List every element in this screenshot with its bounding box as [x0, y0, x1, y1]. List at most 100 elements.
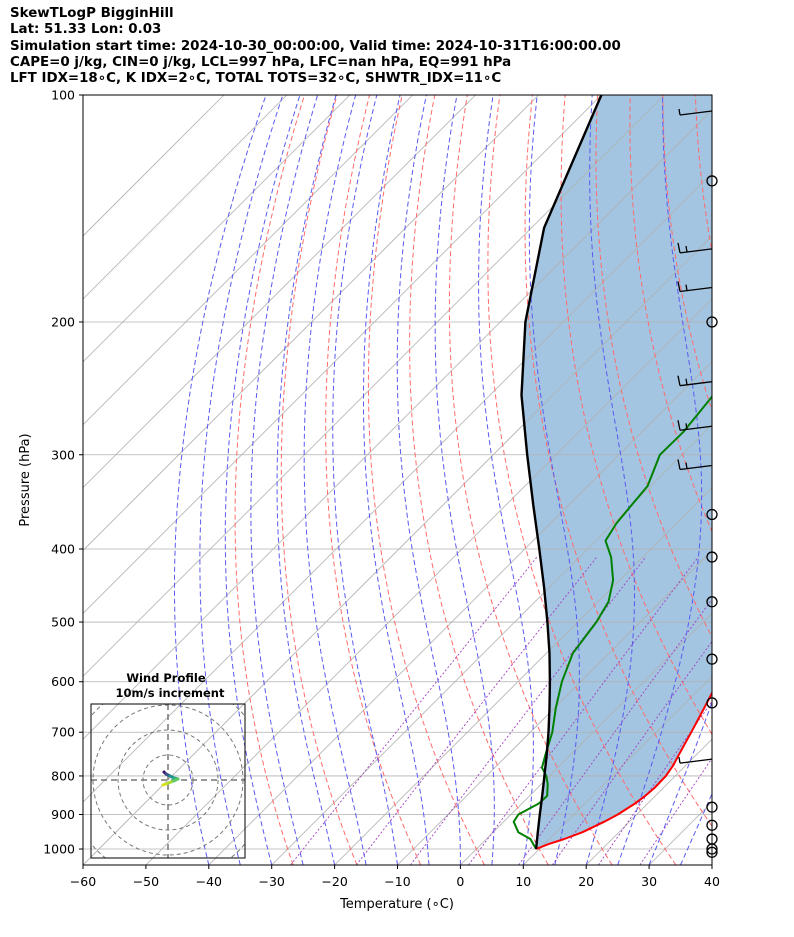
- profile-lines: [512, 95, 712, 850]
- dry-adiabat: [409, 95, 549, 865]
- dry-adiabat: [560, 95, 712, 736]
- plot-content: [83, 95, 794, 865]
- isotherm-line: [83, 109, 712, 740]
- isotherm-line: [775, 95, 794, 865]
- dry-adiabat: [524, 95, 712, 828]
- chart-header: SkewTLogP BigginHill Lat: 51.33 Lon: 0.0…: [10, 6, 621, 87]
- moist-adiabat: [617, 95, 703, 865]
- x-tick-label: 30: [641, 874, 657, 889]
- calm-wind-marker: [706, 551, 718, 563]
- moist-adiabat: [478, 95, 534, 865]
- isotherm-line: [83, 95, 476, 489]
- moist-adiabat: [585, 95, 635, 865]
- wind-barb: [677, 281, 713, 293]
- isotherm-line: [83, 95, 602, 614]
- x-tick-label: 0: [456, 874, 464, 889]
- y-tick-label: 800: [51, 768, 75, 783]
- isotherm-line: [334, 487, 712, 865]
- x-tick-label: −40: [196, 874, 222, 889]
- wind-profile-plot: [91, 704, 245, 858]
- dry-adiabat: [325, 95, 422, 865]
- wind-barb: [677, 375, 713, 387]
- axes: −60 −50 −40 −30 −20 −10 0 10 20 30 40 100 200 300 400…: [18, 88, 720, 913]
- calm-wind-marker: [706, 316, 718, 328]
- y-tick-label: 100: [51, 88, 75, 103]
- dry-adiabat: [367, 95, 485, 865]
- moist-adiabat: [396, 95, 461, 865]
- dry-adiabat: [448, 95, 613, 865]
- y-tick-label: 900: [51, 807, 75, 822]
- mixing-ratio-line: [410, 556, 647, 865]
- x-tick-label: 10: [515, 874, 531, 889]
- y-axis-label: Pressure (hPa): [18, 433, 33, 526]
- moist-adiabat: [332, 95, 398, 865]
- moist-adiabat: [174, 95, 267, 865]
- dry-adiabat: [487, 95, 677, 865]
- calm-wind-marker: [706, 846, 718, 858]
- mixing-ratio-line: [518, 598, 712, 865]
- moist-adiabat: [250, 95, 319, 865]
- wind-barb: [677, 459, 713, 471]
- moist-adiabat: [363, 95, 430, 865]
- moist-adiabat: [224, 95, 301, 865]
- dry-adiabat: [662, 95, 712, 413]
- wind-barb: [678, 108, 713, 116]
- moist-adiabat: [303, 95, 367, 865]
- dry-adiabat: [629, 95, 712, 533]
- moist-adiabats: [174, 95, 712, 865]
- positive-area-fill: [521, 95, 712, 849]
- x-tick-label: 40: [704, 874, 720, 889]
- moist-adiabat: [199, 95, 284, 865]
- isotherm-line: [83, 95, 351, 363]
- x-axis-label: Temperature (∘C): [339, 897, 454, 912]
- dry-adiabat: [694, 95, 712, 254]
- x-tick-label: −10: [384, 874, 410, 889]
- moist-adiabat: [276, 95, 337, 865]
- wind-barb: [677, 420, 713, 431]
- calm-wind-marker: [706, 508, 718, 521]
- calm-wind-marker: [706, 819, 718, 831]
- wind-profile-title: Wind Profile: [126, 671, 206, 685]
- mixing-ratio-line: [290, 556, 538, 865]
- x-tick-label: −50: [133, 874, 159, 889]
- calm-wind-marker: [706, 697, 718, 709]
- dry-adiabat: [280, 95, 358, 865]
- dry-adiabat: [728, 95, 794, 865]
- calm-wind-marker: [706, 596, 718, 608]
- moist-adiabat: [528, 95, 580, 865]
- moist-adiabat: [648, 700, 712, 865]
- wind-profile-inset: Wind Profile 10m/s increment: [90, 671, 246, 859]
- cape-cin-indices: CAPE=0 j/kg, CIN=0 j/kg, LCL=997 hPa, LF…: [10, 54, 512, 70]
- x-axis-ticks: −60 −50 −40 −30 −20 −10 0 10 20 30 40: [70, 865, 720, 889]
- y-tick-label: 600: [51, 674, 75, 689]
- dry-adiabat: [234, 95, 305, 865]
- x-tick-label: −60: [70, 874, 96, 889]
- parcel-line: [520, 95, 603, 850]
- y-tick-label: 400: [51, 541, 75, 556]
- wind-profile-frame: [90, 703, 246, 859]
- wind-barbs: [677, 108, 718, 858]
- simulation-times: Simulation start time: 2024-10-30_00:00:…: [10, 38, 621, 54]
- mixing-ratio-lines: [290, 556, 712, 865]
- calm-wind-marker: [706, 653, 718, 665]
- isotherm-line: [83, 172, 712, 803]
- isotherm-line: [83, 235, 712, 865]
- mixing-ratio-line: [551, 640, 712, 865]
- y-tick-label: 700: [51, 725, 75, 740]
- mixing-ratio-line: [355, 556, 598, 865]
- isotherm-line: [83, 95, 665, 677]
- dewpoint-line: [512, 395, 712, 850]
- isotherm-line: [83, 95, 225, 237]
- wind-profile-subtitle: 10m/s increment: [116, 686, 225, 700]
- isotherm-line: [271, 424, 712, 865]
- y-axis-ticks: 100 200 300 400 500 600 700 800 900 1000: [43, 88, 83, 857]
- calm-wind-marker: [706, 843, 718, 855]
- temperature-line: [535, 690, 712, 850]
- moist-adiabat: [711, 863, 712, 865]
- moist-adiabat: [434, 95, 495, 865]
- dry-adiabat: [761, 95, 794, 865]
- isotherm-line: [460, 612, 712, 865]
- isotherm-line: [208, 361, 712, 865]
- calm-wind-marker: [706, 175, 718, 187]
